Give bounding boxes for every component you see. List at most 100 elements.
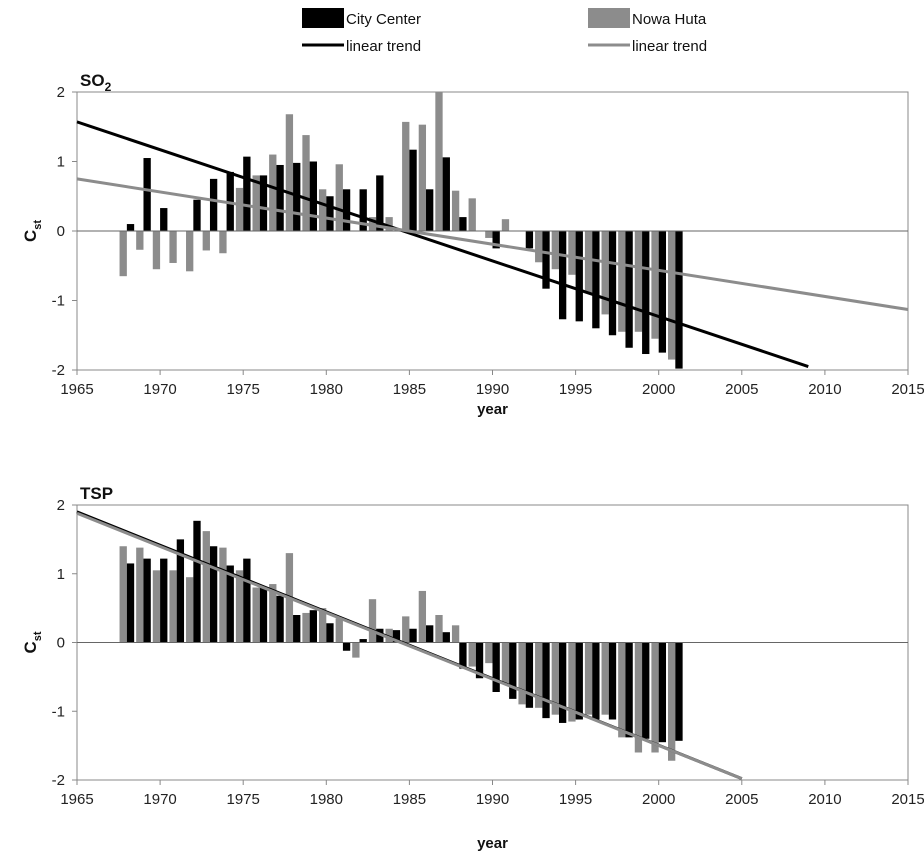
bar-nowa-huta-1994 — [551, 231, 559, 270]
bar-nowa-huta-1994 — [551, 642, 559, 715]
y-tick-label: 1 — [57, 566, 65, 583]
y-tick-label: 1 — [57, 154, 65, 171]
y-axis-label: Cst — [21, 631, 44, 653]
legend-swatch-city-center — [302, 8, 344, 28]
x-tick-label: 1970 — [143, 791, 176, 808]
x-tick-label: 1980 — [310, 381, 343, 398]
bar-nowa-huta-1979 — [302, 135, 310, 231]
bar-city-center-2001 — [675, 231, 683, 369]
chart-panel-so2: 1965 1970 1975 1980 1985 1990 1995 2000 2005 2010… — [21, 71, 924, 418]
bar-city-center-1976 — [259, 175, 268, 231]
bar-city-center-1982 — [359, 639, 367, 643]
y-axis-label: Cst — [21, 220, 44, 242]
y-tick-label: 0 — [57, 223, 65, 240]
bar-city-center-1969 — [143, 558, 151, 643]
y-tick-label: -2 — [52, 772, 65, 789]
x-tick-label: 1965 — [60, 791, 93, 808]
x-tick-label: 2000 — [642, 381, 675, 398]
bar-nowa-huta-1975 — [235, 187, 244, 231]
bar-city-center-1971 — [176, 539, 185, 643]
bar-nowa-huta-1988 — [451, 625, 460, 643]
x-tick-label: 1970 — [143, 381, 176, 398]
bar-city-center-1983 — [376, 175, 384, 231]
bar-nowa-huta-1983 — [368, 599, 377, 643]
bar-city-center-1981 — [342, 189, 351, 231]
bar-nowa-huta-1981 — [335, 618, 343, 643]
bar-nowa-huta-1992 — [518, 642, 526, 705]
chart-panel-tsp: 1965 1970 1975 1980 1985 1990 1995 2000 2005 2010… — [21, 484, 924, 852]
bar-nowa-huta-1974 — [219, 231, 227, 254]
bar-city-center-1969 — [143, 158, 151, 231]
bar-nowa-huta-1995 — [568, 642, 576, 722]
bar-city-center-1999 — [642, 231, 650, 355]
x-tick-label: 2010 — [808, 791, 841, 808]
legend: City Center Nowa Huta linear trend linea… — [302, 8, 707, 55]
bar-nowa-huta-1974 — [219, 547, 227, 643]
bar-nowa-huta-1987 — [435, 92, 443, 231]
legend-label-trend-nowa: linear trend — [632, 38, 707, 55]
bar-city-center-1978 — [293, 615, 301, 643]
bar-city-center-1972 — [193, 520, 201, 643]
bar-nowa-huta-1993 — [535, 231, 543, 263]
bar-city-center-1991 — [509, 642, 517, 699]
bar-nowa-huta-1993 — [535, 642, 543, 708]
bar-city-center-1973 — [209, 546, 218, 643]
bar-nowa-huta-1985 — [402, 121, 410, 231]
bar-nowa-huta-1978 — [285, 114, 294, 231]
bar-nowa-huta-2001 — [668, 642, 676, 761]
bar-nowa-huta-1987 — [435, 615, 443, 643]
panel-title: TSP — [80, 484, 113, 503]
bar-city-center-1968 — [126, 563, 135, 643]
bar-city-center-1970 — [160, 208, 168, 231]
bar-nowa-huta-1988 — [451, 190, 460, 231]
bar-city-center-1979 — [309, 161, 317, 231]
x-tick-label: 2005 — [725, 381, 758, 398]
y-tick-label: 2 — [57, 84, 65, 101]
bar-city-center-1988 — [459, 217, 467, 231]
bar-city-center-1981 — [342, 642, 351, 651]
bar-nowa-huta-1973 — [202, 531, 210, 643]
bar-city-center-1995 — [575, 642, 583, 720]
bar-city-center-1996 — [592, 642, 600, 720]
bar-city-center-1982 — [359, 189, 367, 231]
bar-city-center-1979 — [309, 610, 317, 643]
bar-city-center-1989 — [475, 642, 484, 679]
bar-nowa-huta-1990 — [485, 231, 493, 238]
bar-city-center-1999 — [642, 642, 650, 739]
x-tick-label: 1975 — [227, 381, 260, 398]
x-tick-label: 1985 — [393, 381, 426, 398]
legend-label-nowa-huta: Nowa Huta — [632, 11, 707, 28]
bar-nowa-huta-1999 — [634, 642, 643, 753]
bar-nowa-huta-2000 — [651, 642, 659, 753]
bar-nowa-huta-1989 — [468, 198, 476, 231]
bar-city-center-1998 — [625, 642, 633, 738]
bar-nowa-huta-1969 — [136, 231, 144, 250]
bar-nowa-huta-1996 — [584, 231, 593, 294]
bar-nowa-huta-1995 — [568, 231, 576, 275]
bar-city-center-1990 — [492, 231, 500, 249]
bar-nowa-huta-1991 — [501, 642, 510, 684]
x-tick-label: 1965 — [60, 381, 93, 398]
bar-city-center-1985 — [409, 149, 417, 231]
trend-line-nowa-huta — [76, 177, 909, 312]
bar-nowa-huta-1998 — [618, 642, 626, 738]
bar-nowa-huta-1997 — [601, 642, 609, 715]
bar-city-center-1997 — [608, 642, 617, 720]
bar-nowa-huta-1972 — [186, 577, 194, 643]
bar-city-center-2001 — [675, 642, 683, 741]
bar-city-center-1975 — [243, 156, 251, 231]
bar-nowa-huta-1998 — [618, 231, 626, 332]
bar-city-center-1996 — [592, 231, 600, 329]
bar-nowa-huta-2001 — [668, 231, 676, 360]
bar-city-center-2000 — [658, 642, 667, 743]
bar-nowa-huta-1989 — [468, 642, 476, 667]
bar-city-center-1977 — [276, 595, 284, 643]
bar-city-center-1987 — [442, 157, 450, 231]
y-tick-label: -1 — [52, 703, 65, 720]
bar-nowa-huta-1975 — [235, 570, 244, 643]
bar-nowa-huta-2000 — [651, 231, 659, 339]
bar-city-center-2000 — [658, 231, 667, 353]
x-tick-label: 1975 — [227, 791, 260, 808]
